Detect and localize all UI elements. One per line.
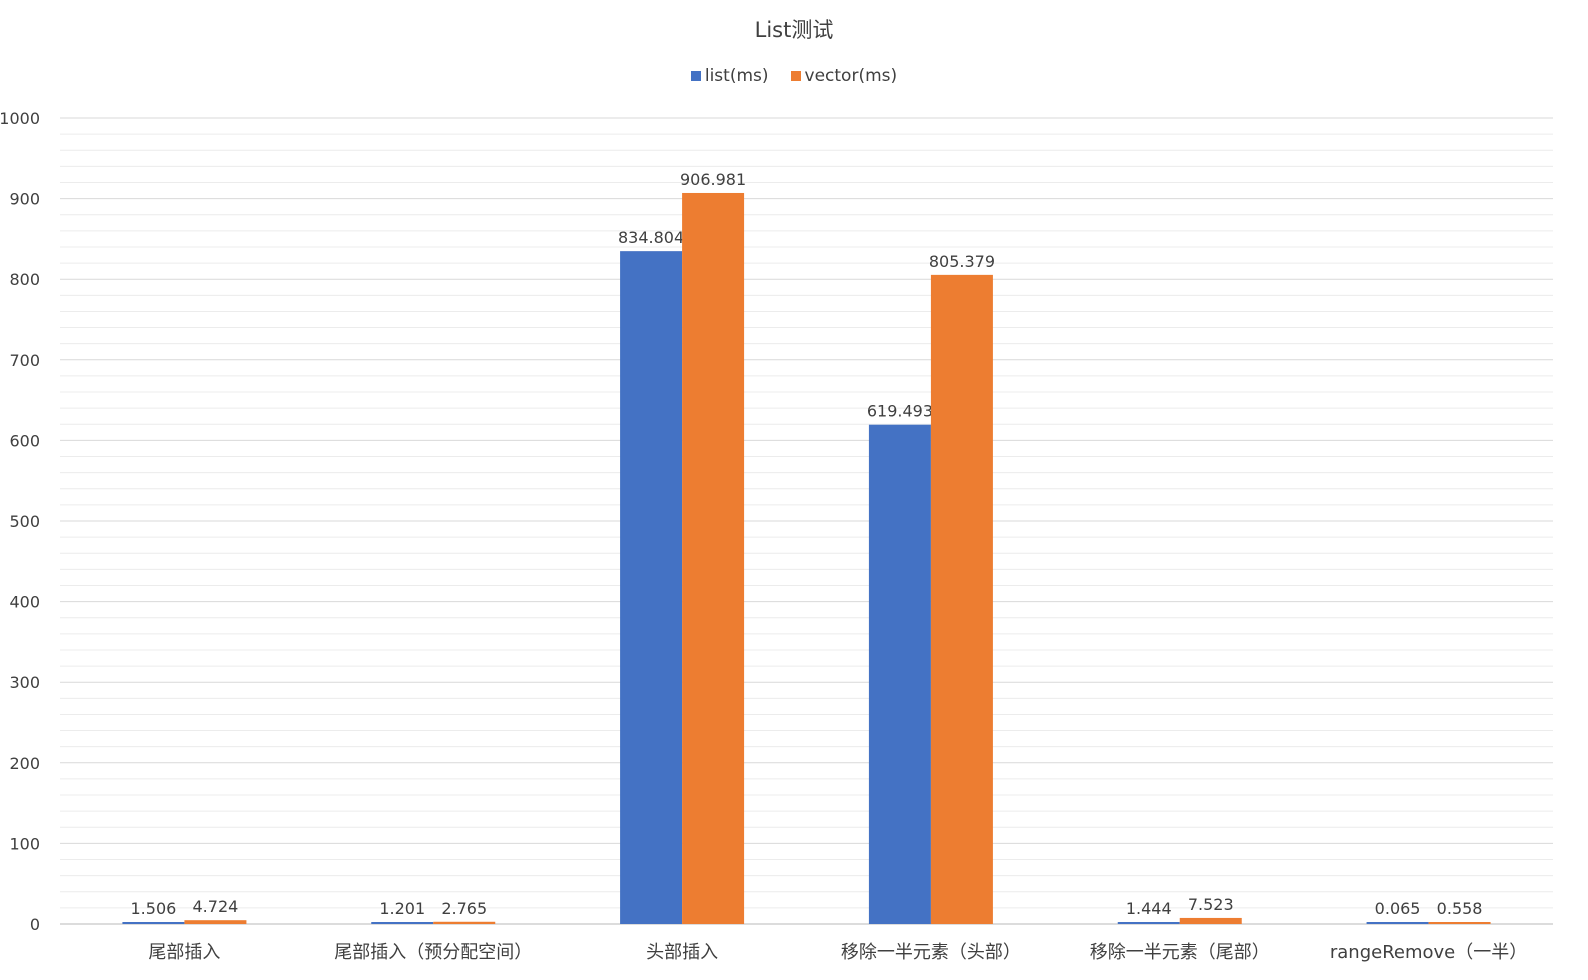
data-label-vector: 805.379 — [929, 252, 995, 271]
x-category-label: 尾部插入 — [148, 942, 220, 963]
legend-label-list: list(ms) — [704, 66, 769, 86]
y-tick-label: 900 — [9, 190, 40, 209]
data-label-list: 1.444 — [1126, 899, 1172, 918]
y-tick-label: 100 — [9, 834, 40, 853]
y-tick-label: 0 — [30, 915, 40, 934]
bar-list — [371, 922, 434, 924]
bar-list — [122, 922, 185, 924]
data-label-list: 619.493 — [867, 402, 933, 421]
x-category-label: 移除一半元素（头部） — [841, 942, 1021, 963]
data-label-vector: 7.523 — [1188, 895, 1234, 914]
bar-vector — [184, 920, 247, 924]
bar-list — [868, 424, 931, 924]
y-tick-label: 1000 — [0, 109, 40, 128]
bar-list — [620, 251, 683, 925]
bar-vector — [1428, 922, 1491, 924]
legend-swatch-list — [690, 71, 701, 81]
legend: list(ms) vector(ms) — [0, 66, 1588, 86]
data-label-list: 0.065 — [1375, 899, 1421, 918]
y-tick-label: 600 — [9, 431, 40, 450]
legend-swatch-vector — [790, 71, 801, 81]
bar-vector — [433, 921, 496, 924]
x-category-label: 头部插入 — [646, 942, 718, 963]
y-tick-label: 800 — [9, 270, 40, 289]
data-label-list: 1.201 — [379, 899, 425, 918]
data-label-vector: 2.765 — [441, 899, 487, 918]
bar-vector — [1179, 917, 1242, 924]
x-category-label: 移除一半元素（尾部） — [1090, 942, 1270, 963]
chart-title: List测试 — [754, 18, 834, 42]
data-label-vector: 906.981 — [680, 170, 746, 189]
data-label-list: 834.804 — [618, 228, 684, 247]
bar-list — [1366, 922, 1429, 924]
legend-item-vector: vector(ms) — [790, 66, 898, 86]
y-tick-label: 400 — [9, 593, 40, 612]
x-category-label: rangeRemove（一半） — [1330, 942, 1527, 963]
y-tick-label: 500 — [9, 512, 40, 531]
bar-vector — [682, 192, 745, 924]
data-label-vector: 0.558 — [1437, 899, 1483, 918]
y-tick-label: 200 — [9, 754, 40, 773]
x-category-label: 尾部插入（预分配空间） — [334, 942, 532, 963]
legend-item-list: list(ms) — [690, 66, 769, 86]
y-tick-label: 300 — [9, 673, 40, 692]
y-tick-label: 700 — [9, 351, 40, 370]
data-label-vector: 4.724 — [193, 897, 239, 916]
bar-vector — [930, 274, 993, 925]
legend-label-vector: vector(ms) — [804, 66, 898, 86]
bar-list — [1117, 922, 1180, 924]
data-label-list: 1.506 — [131, 899, 177, 918]
